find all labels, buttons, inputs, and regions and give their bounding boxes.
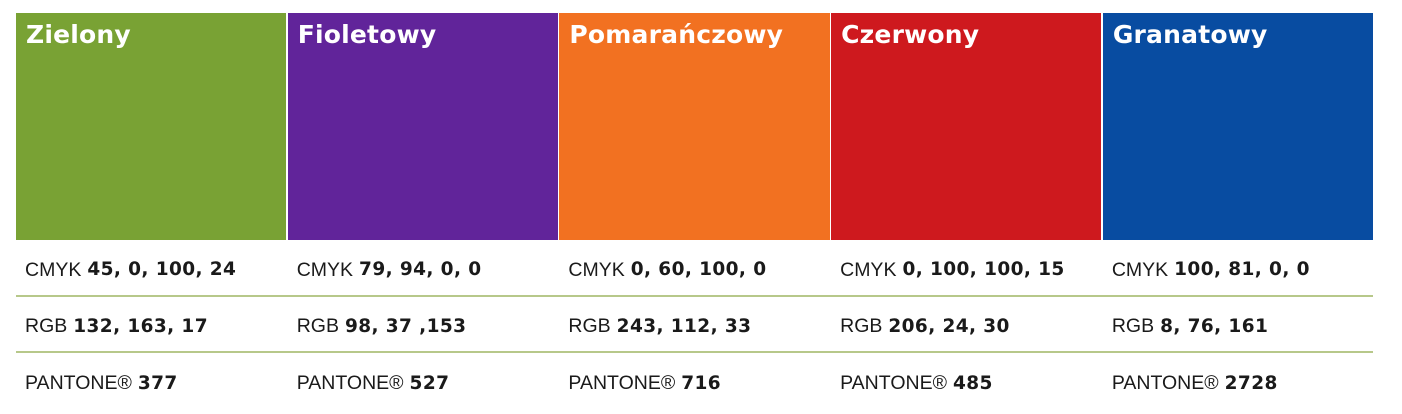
swatch-name: Pomarańczowy [569, 20, 784, 49]
rgb-label: RGB [1111, 315, 1155, 338]
swatch-green: Zielony [16, 13, 287, 240]
pantone-cell: PANTONE® 377 [16, 353, 286, 409]
pantone-value: 377 [137, 372, 178, 394]
rgb-cell: RGB 243, 112, 33 [559, 297, 829, 351]
swatch-row: Zielony Fioletowy Pomarańczowy Czerwony … [16, 13, 1374, 240]
pantone-cell: PANTONE® 527 [288, 353, 558, 409]
swatch-navy: Granatowy [1102, 13, 1374, 240]
rgb-value: 206, 24, 30 [888, 315, 1010, 337]
color-palette-sheet: Zielony Fioletowy Pomarańczowy Czerwony … [16, 13, 1374, 409]
cmyk-value: 0, 60, 100, 0 [630, 259, 767, 281]
swatch-name: Czerwony [841, 20, 980, 49]
cmyk-cell: CMYK 0, 60, 100, 0 [559, 240, 829, 295]
swatch-violet: Fioletowy [287, 13, 558, 240]
cmyk-label: CMYK [1111, 258, 1169, 281]
pantone-label: PANTONE® [1111, 372, 1219, 395]
pantone-label: PANTONE® [568, 372, 676, 395]
cmyk-value: 0, 100, 100, 15 [902, 259, 1065, 281]
swatch-name: Granatowy [1112, 20, 1268, 49]
rgb-row: RGB 132, 163, 17 RGB 98, 37 ,153 RGB 243, 1… [16, 297, 1373, 353]
pantone-label: PANTONE® [25, 372, 132, 395]
cmyk-value: 100, 81, 0, 0 [1174, 259, 1310, 281]
pantone-label: PANTONE® [840, 372, 947, 395]
swatch-orange: Pomarańczowy [559, 13, 830, 240]
cmyk-label: CMYK [568, 258, 625, 281]
pantone-value: 716 [681, 372, 722, 394]
pantone-cell: PANTONE® 716 [559, 353, 829, 409]
pantone-value: 2728 [1224, 372, 1278, 394]
swatch-red: Czerwony [831, 13, 1102, 240]
cmyk-label: CMYK [296, 258, 354, 281]
cmyk-label: CMYK [840, 258, 897, 281]
pantone-label: PANTONE® [296, 372, 404, 395]
swatch-name: Fioletowy [297, 20, 437, 49]
cmyk-cell: CMYK 45, 0, 100, 24 [16, 240, 286, 295]
rgb-cell: RGB 132, 163, 17 [16, 297, 286, 351]
rgb-value: 132, 163, 17 [73, 315, 208, 337]
cmyk-row: CMYK 45, 0, 100, 24 CMYK 79, 94, 0, 0 CMYK… [16, 240, 1373, 297]
cmyk-cell: CMYK 0, 100, 100, 15 [831, 240, 1101, 295]
rgb-label: RGB [25, 315, 68, 338]
rgb-label: RGB [568, 315, 611, 338]
pantone-value: 527 [409, 372, 450, 394]
rgb-cell: RGB 98, 37 ,153 [288, 297, 558, 351]
rgb-label: RGB [296, 315, 339, 338]
cmyk-label: CMYK [25, 258, 82, 281]
rgb-label: RGB [840, 315, 883, 338]
cmyk-cell: CMYK 79, 94, 0, 0 [288, 240, 558, 295]
swatch-name: Zielony [26, 20, 131, 49]
pantone-cell: PANTONE® 2728 [1103, 353, 1373, 409]
rgb-cell: RGB 206, 24, 30 [831, 297, 1101, 351]
rgb-value: 8, 76, 161 [1160, 315, 1269, 337]
rgb-value: 243, 112, 33 [616, 315, 752, 337]
rgb-cell: RGB 8, 76, 161 [1103, 297, 1373, 351]
pantone-value: 485 [952, 372, 993, 394]
rgb-value: 98, 37 ,153 [344, 315, 467, 337]
pantone-row: PANTONE® 377 PANTONE® 527 PANTONE® 716 PANT… [16, 353, 1373, 409]
cmyk-cell: CMYK 100, 81, 0, 0 [1103, 240, 1373, 295]
cmyk-value: 45, 0, 100, 24 [87, 259, 237, 281]
pantone-cell: PANTONE® 485 [831, 353, 1101, 409]
cmyk-value: 79, 94, 0, 0 [359, 259, 482, 281]
